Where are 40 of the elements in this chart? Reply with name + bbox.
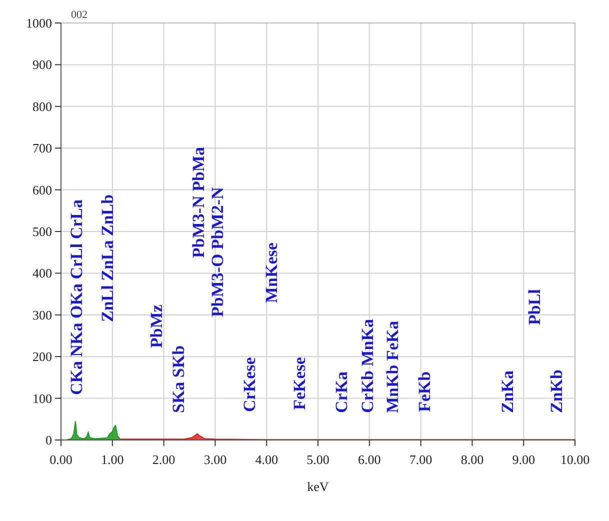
annotation: ZnKb xyxy=(547,370,566,413)
annotation: FeKese xyxy=(290,356,309,410)
annotation: CKa NKa OKa CrLl CrLa xyxy=(67,199,86,395)
annotation: FeKb xyxy=(415,371,434,412)
x-tick-label: 3.00 xyxy=(204,452,227,467)
x-tick-label: 8.00 xyxy=(460,452,484,467)
x-tick-label: 2.00 xyxy=(152,452,176,467)
x-tick-label: 4.00 xyxy=(255,452,278,467)
y-tick-label: 700 xyxy=(32,140,52,156)
x-tick-label: 10.00 xyxy=(560,452,590,467)
x-tick-label: 0.00 xyxy=(50,452,72,467)
annotation: MnKese xyxy=(262,242,281,303)
y-tick-label: 500 xyxy=(32,224,52,239)
x-tick-label: 7.00 xyxy=(409,452,432,467)
annotation: CrKa xyxy=(332,370,351,413)
x-tick-label: 1.00 xyxy=(101,452,124,467)
annotation: SKa SKb xyxy=(169,345,188,413)
annotation: CrKese xyxy=(240,356,259,412)
y-tick-label: 900 xyxy=(32,57,52,72)
text: 002 xyxy=(71,9,88,21)
y-tick-label: 0 xyxy=(46,432,52,448)
y-tick-label: 800 xyxy=(32,98,52,114)
annotation: CrKb MnKa xyxy=(358,318,377,413)
annotation: PbMz xyxy=(147,304,166,348)
annotation: ZnKa xyxy=(498,370,517,413)
annotation: PbM3-O PbM2-N xyxy=(208,186,227,317)
y-tick-label: 200 xyxy=(32,349,52,364)
annotation: PbM3-N PbMa xyxy=(189,146,208,258)
y-tick-label: 400 xyxy=(32,266,52,281)
y-tick-label: 1000 xyxy=(26,16,52,30)
x-axis-title: keV xyxy=(307,479,330,494)
y-tick-label: 100 xyxy=(32,390,52,406)
annotation: PbLl xyxy=(525,288,544,325)
y-tick-label: 600 xyxy=(32,182,52,198)
annotation: MnKb FeKa xyxy=(383,320,402,413)
x-tick-label: 5.00 xyxy=(306,452,330,467)
y-tick-label: 300 xyxy=(32,307,52,322)
x-tick-label: 6.00 xyxy=(358,452,381,467)
annotation: ZnLl ZnLa ZnLb xyxy=(98,194,117,322)
x-tick-label: 9.00 xyxy=(512,452,535,467)
